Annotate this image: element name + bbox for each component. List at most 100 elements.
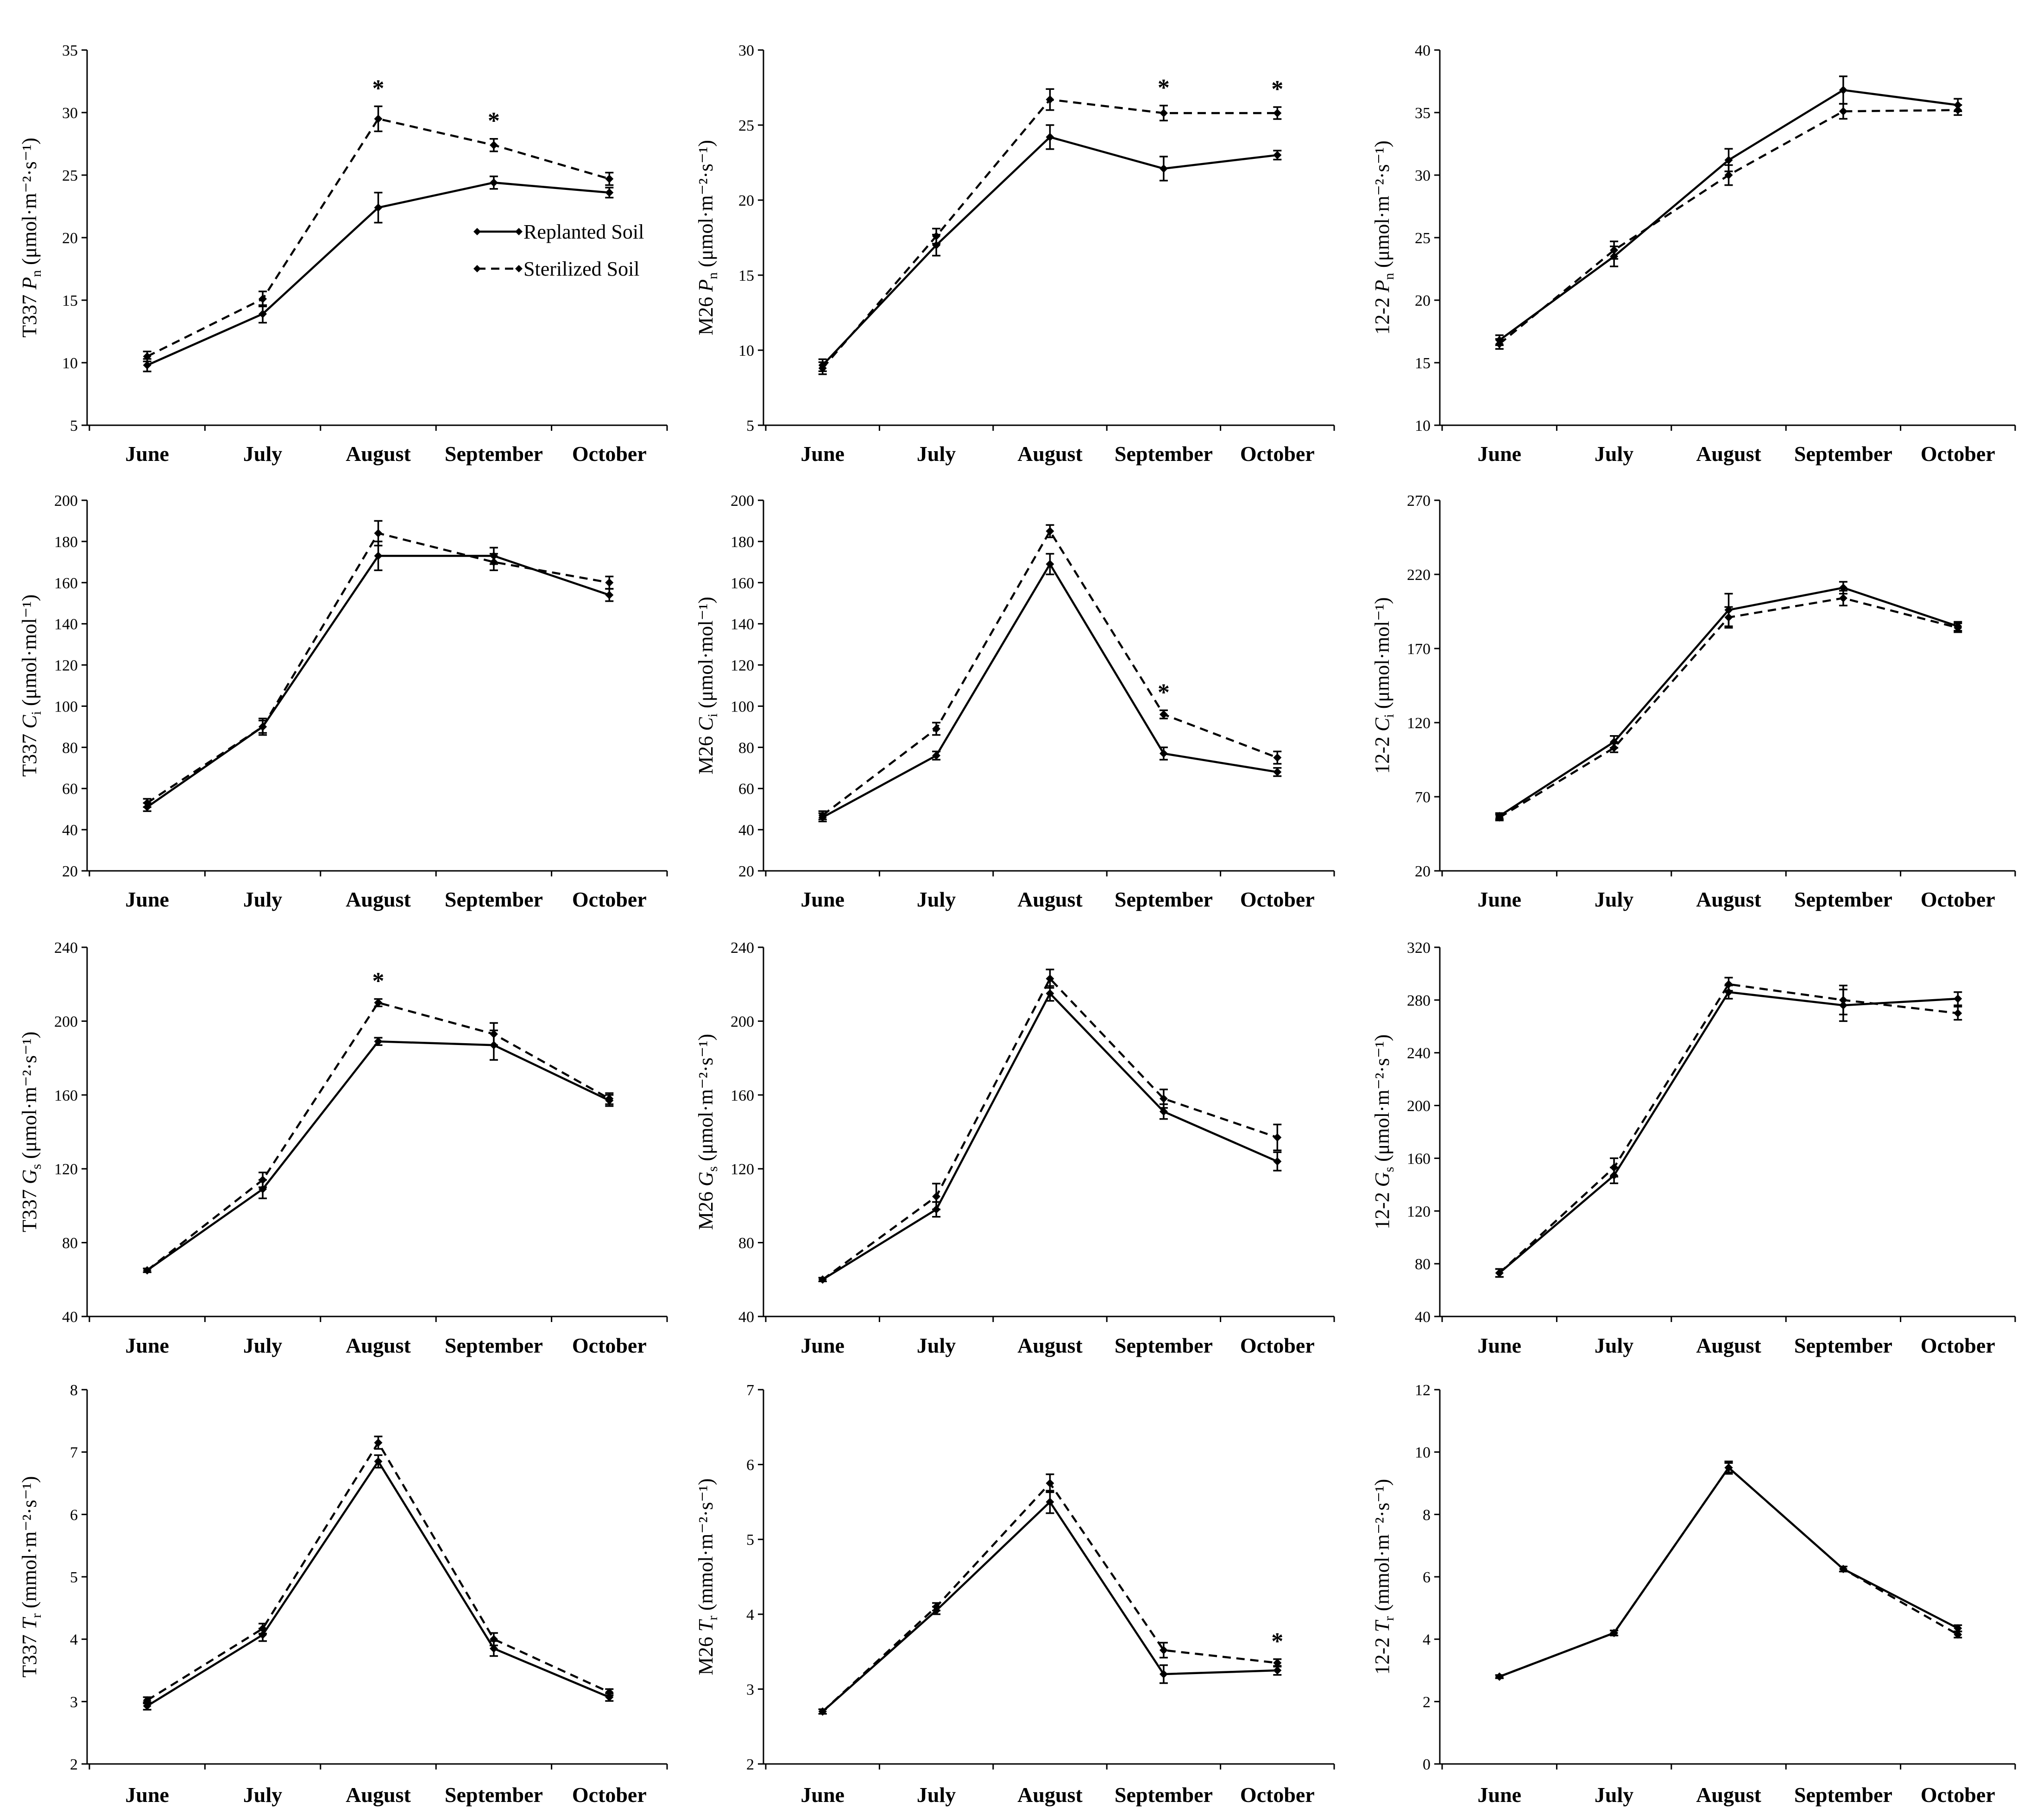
data-point-sterilized [1724,613,1733,622]
chart-panel: 20 70 120 170 220 270 June July August September O… [1371,492,2016,911]
y-axis-label: T337 Tr (mmol·m⁻²·s⁻¹) [18,1476,44,1678]
y-tick-label: 80 [1415,1256,1431,1273]
data-point-replanted [605,591,614,599]
x-tick-label: October [1921,1334,1995,1357]
x-tick-label: September [1794,442,1892,466]
data-point-replanted [1159,749,1168,758]
y-tick-label: 15 [1415,355,1431,372]
series-line-replanted [146,1459,610,1707]
x-tick-label: October [1921,1783,1995,1807]
x-tick-label: July [243,1783,282,1807]
y-tick-label: 5 [746,1531,754,1549]
chart-panel: 40 80 120 160 200 240 June July August September O… [18,939,668,1357]
data-point-sterilized [932,724,941,733]
chart-panel: 20 40 60 80 100 120 140 160 180 200 June July August… [18,492,668,911]
data-point-replanted [1159,164,1168,173]
data-point-sterilized [1724,171,1733,179]
y-tick-label: 20 [1415,292,1431,309]
y-tick-label: 320 [1407,939,1431,957]
y-tick-label: 12 [1415,1382,1431,1399]
data-point-replanted [489,1644,498,1653]
y-tick-label: 6 [746,1457,754,1474]
series-line-sterilized [1499,109,1958,345]
series-line-sterilized [1499,1466,1959,1678]
y-tick-label: 80 [738,739,754,756]
y-tick-label: 160 [731,1087,754,1104]
data-point-sterilized [1954,1009,1962,1018]
significance-marker: * [1271,76,1283,102]
x-tick-label: June [125,1334,169,1357]
data-point-sterilized [374,998,383,1007]
x-tick-label: September [1115,1334,1213,1357]
x-tick-label: July [1595,1783,1633,1807]
y-tick-label: 10 [1415,417,1431,435]
data-point-sterilized [1495,340,1504,348]
y-tick-label: 4 [1423,1631,1431,1649]
data-point-replanted [1273,1666,1282,1675]
y-tick-label: 280 [1407,992,1431,1009]
y-axis-label: T337 Pn (μmol·m⁻²·s⁻¹) [18,138,44,338]
legend-label: Sterilized Soil [523,258,640,280]
x-tick-label: October [1240,442,1315,466]
data-point-sterilized [1495,1269,1504,1278]
data-point-sterilized [1724,980,1733,989]
significance-marker: * [1158,679,1170,705]
y-tick-label: 100 [54,698,78,715]
series-line-sterilized [146,1001,610,1272]
y-tick-label: 40 [1415,1309,1431,1326]
y-tick-label: 15 [738,267,754,284]
y-tick-label: 120 [731,1161,754,1178]
data-point-sterilized [605,1094,614,1103]
y-tick-label: 25 [738,117,754,134]
y-axis-label: 12-2 Gs (μmol·m⁻²·s⁻¹) [1371,1034,1397,1229]
data-point-sterilized [1610,1163,1619,1172]
data-point-replanted [1046,989,1054,998]
legend-item-replanted: Replanted Soil [473,220,644,243]
data-point-sterilized [1273,753,1282,762]
chart-panel: 5 10 15 20 25 30 June July August September Octobe… [694,42,1335,466]
y-axis-label: T337 Gs (μmol·m⁻²·s⁻¹) [18,1032,44,1232]
y-tick-label: 10 [1415,1444,1431,1461]
data-point-sterilized [374,1438,383,1447]
x-tick-label: August [346,1783,411,1807]
chart-panel: 0 2 4 6 8 10 12 June July August September October 1… [1371,1382,2016,1807]
x-tick-label: August [1017,1783,1083,1807]
data-point-replanted [1273,1157,1282,1166]
data-point-replanted [374,1037,383,1046]
y-tick-label: 200 [1407,1098,1431,1115]
data-point-sterilized [1046,1479,1054,1487]
x-tick-label: June [801,888,845,911]
y-tick-label: 60 [738,781,754,798]
significance-marker: * [372,76,385,102]
series-line-replanted [1499,991,1958,1274]
y-tick-label: 100 [731,698,754,715]
y-tick-label: 40 [1415,42,1431,59]
data-point-replanted [1159,1107,1168,1116]
y-tick-label: 25 [1415,230,1431,247]
x-tick-label: August [1696,1783,1761,1807]
y-tick-label: 240 [54,939,78,957]
x-tick-label: July [917,1334,956,1357]
data-point-replanted [374,203,383,212]
y-tick-label: 5 [70,1569,78,1586]
x-tick-label: June [801,1783,845,1807]
y-tick-label: 30 [1415,167,1431,184]
data-point-sterilized [258,722,267,731]
y-axis-label: M26 Gs (μmol·m⁻²·s⁻¹) [694,1034,720,1230]
data-point-replanted [258,1631,267,1639]
data-point-sterilized [1273,1133,1282,1142]
x-tick-label: October [1921,442,1995,466]
data-point-sterilized [1954,1630,1962,1639]
y-tick-label: 120 [1407,715,1431,732]
x-tick-label: July [1595,442,1633,466]
y-axis-label: M26 Ci (μmol·mol⁻¹) [694,597,720,775]
y-tick-label: 35 [62,42,78,59]
y-axis-label: 12-2 Ci (μmol·mol⁻¹) [1371,597,1397,774]
data-point-sterilized [1273,109,1282,118]
y-tick-label: 40 [62,1309,78,1326]
x-tick-label: August [1696,442,1761,466]
y-tick-label: 80 [62,739,78,756]
x-tick-label: July [243,1334,282,1357]
y-tick-label: 180 [731,534,754,551]
x-tick-label: August [1696,1334,1761,1357]
